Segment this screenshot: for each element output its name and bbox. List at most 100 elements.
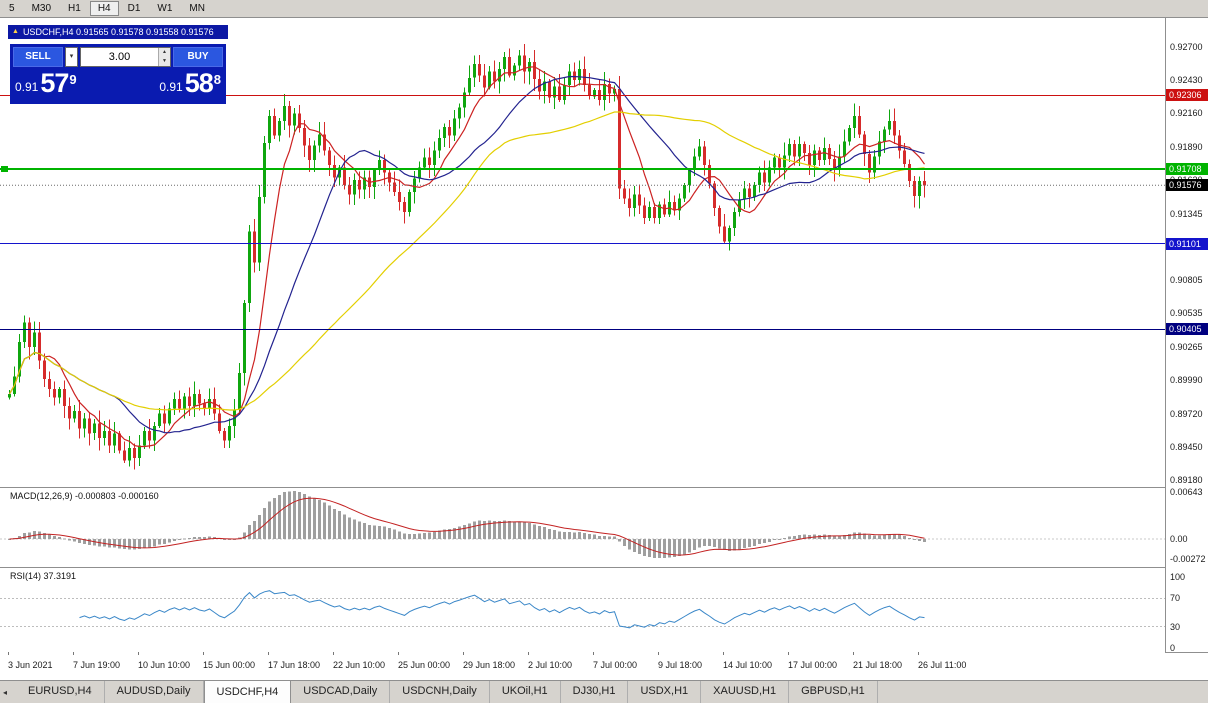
rsi-label: RSI(14) 37.3191 <box>10 571 76 581</box>
timeframe-toolbar: 5 M30 H1 H4 D1 W1 MN <box>0 0 1208 18</box>
price-chart[interactable] <box>0 22 1165 487</box>
chart-tab-XAUUSD-H1[interactable]: XAUUSD,H1 <box>701 681 790 703</box>
chart-tab-USDCAD-Daily[interactable]: USDCAD,Daily <box>291 681 391 703</box>
time-tick <box>658 652 659 655</box>
volume-input[interactable] <box>81 48 158 66</box>
price-axis-label: 0.89990 <box>1170 375 1203 385</box>
rsi-panel[interactable] <box>0 568 1165 652</box>
chart-tab-DJ30-H1[interactable]: DJ30,H1 <box>561 681 629 703</box>
sell-price-prefix: 0.91 <box>15 80 39 94</box>
time-tick <box>593 652 594 655</box>
level-marker[interactable] <box>1 166 8 172</box>
time-axis-label: 10 Jun 10:00 <box>138 660 191 670</box>
rsi-pane-splitter[interactable] <box>0 567 1208 568</box>
macd-values: -0.000803 -0.000160 <box>75 491 159 501</box>
time-tick <box>73 652 74 655</box>
chart-area: ▲ USDCHF,H4 0.91565 0.91578 0.91558 0.91… <box>0 18 1208 680</box>
chart-icon: ▲ <box>12 28 19 35</box>
buy-button[interactable]: BUY <box>173 47 223 67</box>
chart-tab-EURUSD-H4[interactable]: EURUSD,H4 <box>16 681 105 703</box>
time-axis-label: 9 Jul 18:00 <box>658 660 703 670</box>
price-axis-label: 0.92430 <box>1170 75 1203 85</box>
time-axis-label: 3 Jun 2021 <box>8 660 53 670</box>
ma-slow-yellow-line <box>8 111 925 411</box>
time-axis-label: 7 Jul 00:00 <box>593 660 638 670</box>
chart-tab-USDX-H1[interactable]: USDX,H1 <box>628 681 702 703</box>
chart-tabs: EURUSD,H4 AUDUSD,Daily USDCHF,H4 USDCAD,Dai… <box>16 680 878 703</box>
volume-dropdown[interactable]: ▾ <box>65 47 78 67</box>
rsi-title: RSI(14) <box>10 571 42 581</box>
macd-axis-label: 0.00643 <box>1170 487 1203 497</box>
chart-window-title[interactable]: ▲ USDCHF,H4 0.91565 0.91578 0.91558 0.91… <box>8 25 228 39</box>
time-tick <box>333 652 334 655</box>
timeframe-button-MN[interactable]: MN <box>189 3 205 14</box>
price-axis-label: 0.91890 <box>1170 142 1203 152</box>
macd-panel[interactable] <box>0 488 1165 567</box>
chart-tab-AUDUSD-Daily[interactable]: AUDUSD,Daily <box>105 681 204 703</box>
macd-axis-label: -0.00272 <box>1170 554 1206 564</box>
time-axis-label: 2 Jul 10:00 <box>528 660 573 670</box>
level-badge-0.91101: 0.91101 <box>1166 238 1208 250</box>
time-axis-label: 26 Jul 11:00 <box>918 660 967 670</box>
chart-tab-UKOil-H1[interactable]: UKOil,H1 <box>490 681 561 703</box>
timeframe-button-H4[interactable]: H4 <box>89 1 119 16</box>
price-axis-label: 0.91345 <box>1170 209 1203 219</box>
price-axis-label: 0.92160 <box>1170 108 1203 118</box>
timeframe-button-M30[interactable]: M30 <box>31 3 52 14</box>
rsi-axis-label: 0 <box>1170 643 1176 653</box>
time-tick <box>268 652 269 655</box>
time-tick <box>8 652 9 655</box>
chart-tab-bar: ◂ EURUSD,H4 AUDUSD,Daily USDCHF,H4 USDCAD,D… <box>0 680 1208 703</box>
time-axis-label: 17 Jul 00:00 <box>788 660 838 670</box>
sell-button[interactable]: SELL <box>13 47 63 67</box>
level-badge-0.92306: 0.92306 <box>1166 89 1208 101</box>
time-axis-label: 14 Jul 10:00 <box>723 660 773 670</box>
time-tick <box>398 652 399 655</box>
timeframe-button-H1[interactable]: H1 <box>68 3 81 14</box>
time-tick <box>463 652 464 655</box>
chart-tab-USDCHF-H4[interactable]: USDCHF,H4 <box>203 680 292 703</box>
time-axis-label: 29 Jun 18:00 <box>463 660 516 670</box>
time-tick <box>918 652 919 655</box>
time-axis: 3 Jun 2021 7 Jun 19:00 10 Jun 10:00 15 Jun … <box>0 652 1165 680</box>
price-axis-label: 0.89450 <box>1170 442 1203 452</box>
time-tick <box>203 652 204 655</box>
sell-price[interactable]: 0.91 57 9 <box>15 70 77 97</box>
time-tick <box>788 652 789 655</box>
ma-mid-blue-line <box>8 75 925 434</box>
macd-pane-splitter[interactable] <box>0 487 1208 488</box>
timeframe-button-W1[interactable]: W1 <box>157 3 173 14</box>
spin-down-icon[interactable]: ▼ <box>159 57 170 66</box>
price-axis-label: 0.90265 <box>1170 342 1203 352</box>
macd-histogram <box>8 491 926 559</box>
candlesticks <box>8 44 926 470</box>
rsi-axis-label: 70 <box>1170 593 1181 603</box>
macd-label: MACD(12,26,9) -0.000803 -0.000160 <box>10 491 159 501</box>
buy-price-big: 58 <box>184 68 214 98</box>
volume-control: ▲ ▼ <box>80 47 171 67</box>
macd-axis-label: 0.00 <box>1170 534 1188 544</box>
buy-price[interactable]: 0.91 58 8 <box>159 70 221 97</box>
price-axis: 0.92306 0.91708 0.91101 0.90405 0.91576 0.927… <box>1165 18 1208 653</box>
time-tick <box>853 652 854 655</box>
time-axis-label: 21 Jul 18:00 <box>853 660 903 670</box>
chart-tab-GBPUSD-H1[interactable]: GBPUSD,H1 <box>789 681 878 703</box>
tab-scroll-left-icon[interactable]: ◂ <box>3 688 8 697</box>
time-tick <box>138 652 139 655</box>
timeframe-button-5[interactable]: 5 <box>9 3 15 14</box>
spin-up-icon[interactable]: ▲ <box>159 48 170 57</box>
time-tick <box>723 652 724 655</box>
time-axis-label: 7 Jun 19:00 <box>73 660 121 670</box>
chevron-down-icon: ▾ <box>69 53 74 60</box>
timeframe-button-D1[interactable]: D1 <box>127 3 141 14</box>
chart-tab-USDCNH-Daily[interactable]: USDCNH,Daily <box>390 681 490 703</box>
time-axis-label: 22 Jun 10:00 <box>333 660 386 670</box>
price-axis-label: 0.92700 <box>1170 42 1203 52</box>
one-click-trading-panel: SELL ▾ ▲ ▼ BUY 0.91 57 9 0.9 <box>10 44 226 104</box>
rsi-axis-label: 100 <box>1170 572 1186 582</box>
ma-fast-red-line <box>8 66 925 448</box>
rsi-value: 37.3191 <box>43 571 77 581</box>
rsi-line <box>79 590 925 629</box>
macd-signal-line <box>9 497 925 556</box>
